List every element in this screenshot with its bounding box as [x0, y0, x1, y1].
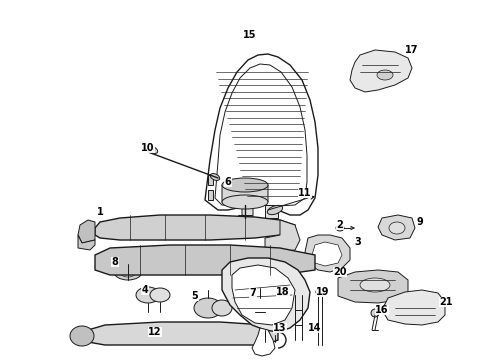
Ellipse shape [136, 287, 160, 303]
Polygon shape [305, 235, 350, 272]
Ellipse shape [292, 288, 304, 296]
Ellipse shape [316, 289, 324, 295]
Ellipse shape [70, 326, 94, 346]
Text: 14: 14 [308, 323, 322, 333]
Text: 20: 20 [333, 267, 347, 277]
Polygon shape [242, 205, 253, 218]
Text: 13: 13 [273, 323, 287, 333]
Polygon shape [338, 270, 408, 303]
Polygon shape [88, 322, 278, 345]
Ellipse shape [264, 324, 276, 332]
Ellipse shape [377, 70, 393, 80]
Polygon shape [222, 258, 310, 332]
Polygon shape [252, 328, 275, 356]
Polygon shape [78, 220, 95, 243]
Ellipse shape [222, 195, 268, 209]
Text: 17: 17 [405, 45, 419, 55]
Ellipse shape [389, 222, 405, 234]
Text: 4: 4 [142, 285, 148, 295]
Text: 10: 10 [141, 143, 155, 153]
Polygon shape [208, 175, 213, 185]
Polygon shape [232, 265, 295, 325]
Text: 5: 5 [192, 291, 198, 301]
Text: 18: 18 [276, 287, 290, 297]
Text: 2: 2 [337, 220, 343, 230]
Ellipse shape [194, 298, 222, 318]
Text: 1: 1 [97, 207, 103, 217]
Polygon shape [78, 235, 95, 250]
Polygon shape [215, 64, 307, 206]
Polygon shape [382, 290, 445, 325]
Text: 7: 7 [249, 288, 256, 298]
Text: 11: 11 [298, 188, 312, 198]
Polygon shape [312, 242, 342, 266]
Polygon shape [222, 182, 268, 205]
Ellipse shape [222, 178, 268, 192]
Ellipse shape [371, 309, 379, 317]
Text: 21: 21 [439, 297, 453, 307]
Ellipse shape [148, 147, 158, 153]
Text: 16: 16 [375, 305, 389, 315]
Text: 12: 12 [148, 327, 162, 337]
Text: 15: 15 [243, 30, 257, 40]
Text: 6: 6 [224, 177, 231, 187]
Ellipse shape [251, 298, 269, 312]
Ellipse shape [120, 267, 136, 277]
Polygon shape [205, 54, 318, 215]
Text: 9: 9 [416, 217, 423, 227]
Polygon shape [350, 50, 412, 92]
Text: 3: 3 [355, 237, 361, 247]
Polygon shape [378, 215, 415, 240]
Ellipse shape [114, 264, 142, 280]
Text: 8: 8 [112, 257, 119, 267]
Polygon shape [208, 190, 213, 200]
Text: 19: 19 [316, 287, 330, 297]
Ellipse shape [212, 300, 232, 316]
Polygon shape [95, 245, 315, 275]
Ellipse shape [336, 225, 344, 231]
Ellipse shape [150, 288, 170, 302]
Ellipse shape [360, 278, 390, 292]
Ellipse shape [210, 174, 220, 180]
Polygon shape [265, 205, 278, 218]
Ellipse shape [268, 205, 283, 215]
Polygon shape [95, 215, 295, 240]
Polygon shape [265, 220, 300, 252]
